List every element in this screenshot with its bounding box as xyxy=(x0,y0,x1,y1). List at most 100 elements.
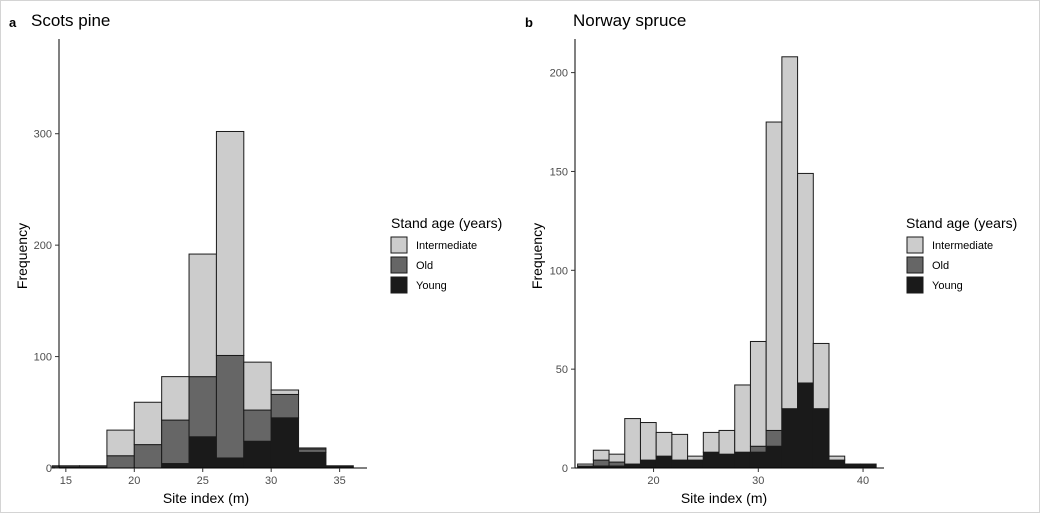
legend-title-b: Stand age (years) xyxy=(906,215,1017,231)
y-tick-label-a: 100 xyxy=(34,352,52,364)
x-axis-title-a: Site index (m) xyxy=(163,490,249,506)
bar-b-young-8 xyxy=(702,451,720,469)
bar-b-young-9 xyxy=(718,453,736,469)
bar-a-intermediate-6 xyxy=(215,130,245,356)
bar-a-young-6 xyxy=(215,457,245,469)
legend-swatch-a-young xyxy=(390,276,408,294)
legend-swatch-b-intermediate xyxy=(906,236,924,254)
bar-b-young-5 xyxy=(655,455,673,469)
bar-b-intermediate-12 xyxy=(765,121,783,431)
bar-a-old-2 xyxy=(106,455,135,469)
y-axis-title-b: Frequency xyxy=(529,223,545,289)
y-axis-title-a: Frequency xyxy=(14,223,30,289)
y-tick-label-b: 50 xyxy=(556,364,568,376)
bar-b-intermediate-15 xyxy=(812,342,830,410)
bar-b-young-3 xyxy=(624,463,641,469)
bar-b-intermediate-14 xyxy=(797,172,814,384)
bar-a-intermediate-5 xyxy=(188,253,217,378)
x-tick-label-b: 40 xyxy=(857,475,869,487)
bar-b-intermediate-10 xyxy=(734,384,751,453)
panel-label-b: b xyxy=(525,15,533,30)
legend-swatch-b-young xyxy=(906,276,924,294)
panel-label-a: a xyxy=(9,15,17,30)
x-tick-label-b: 30 xyxy=(752,475,764,487)
bar-a-old-5 xyxy=(188,376,217,438)
bar-b-intermediate-3 xyxy=(624,418,641,465)
chart-title-a: Scots pine xyxy=(31,11,110,30)
bar-a-young-9 xyxy=(298,451,327,469)
x-tick-label-a: 35 xyxy=(333,475,345,487)
bar-a-intermediate-9 xyxy=(298,447,327,450)
bar-a-intermediate-7 xyxy=(243,361,272,411)
bar-b-young-4 xyxy=(639,459,657,469)
bar-a-young-4 xyxy=(161,463,190,469)
bar-b-young-18 xyxy=(859,463,877,469)
y-tick-label-a: 0 xyxy=(46,463,52,475)
bar-b-intermediate-2 xyxy=(608,453,626,463)
bar-a-old-8 xyxy=(270,393,300,419)
bar-b-young-6 xyxy=(671,459,689,469)
bar-a-intermediate-4 xyxy=(161,376,190,421)
x-tick-label-a: 15 xyxy=(60,475,72,487)
bar-a-young-7 xyxy=(243,440,272,469)
chart-title-b: Norway spruce xyxy=(573,11,686,30)
bar-b-young-17 xyxy=(844,463,861,469)
bar-a-intermediate-1 xyxy=(79,465,108,468)
bar-b-old-11 xyxy=(749,445,767,453)
bar-b-young-13 xyxy=(781,408,799,469)
bar-a-old-9 xyxy=(298,448,327,453)
bar-a-intermediate-2 xyxy=(106,429,135,457)
bar-b-intermediate-11 xyxy=(749,340,767,447)
bar-b-young-12 xyxy=(765,445,783,469)
bar-a-intermediate-8 xyxy=(270,389,300,395)
x-tick-label-b: 20 xyxy=(647,475,659,487)
bar-b-intermediate-6 xyxy=(671,433,689,461)
x-tick-label-a: 25 xyxy=(197,475,209,487)
bar-a-old-6 xyxy=(215,354,245,459)
bar-b-old-1 xyxy=(592,459,610,467)
bar-a-old-3 xyxy=(133,444,163,469)
legend-swatch-a-old xyxy=(390,256,408,274)
bar-a-intermediate-0 xyxy=(51,465,81,468)
legend-label-b-old: Old xyxy=(932,260,949,272)
legend-label-b-young: Young xyxy=(932,280,963,292)
bar-a-young-5 xyxy=(188,436,217,469)
legend-label-a-intermediate: Intermediate xyxy=(416,240,477,252)
x-tick-label-a: 30 xyxy=(265,475,277,487)
bar-b-intermediate-4 xyxy=(639,422,657,461)
bar-b-intermediate-13 xyxy=(781,56,799,410)
legend-swatch-b-old xyxy=(906,256,924,274)
legend-label-a-old: Old xyxy=(416,260,433,272)
y-tick-label-b: 0 xyxy=(562,463,568,475)
bar-b-young-7 xyxy=(687,459,704,469)
x-tick-label-a: 20 xyxy=(128,475,140,487)
bar-b-old-12 xyxy=(765,429,783,447)
bar-b-young-10 xyxy=(734,451,751,469)
bar-b-old-2 xyxy=(608,461,626,467)
bar-b-young-16 xyxy=(828,459,846,469)
legend-label-b-intermediate: Intermediate xyxy=(932,240,993,252)
bar-b-young-14 xyxy=(797,382,814,469)
bar-b-young-15 xyxy=(812,408,830,469)
bar-b-intermediate-16 xyxy=(828,455,846,461)
bar-b-intermediate-0 xyxy=(577,463,594,467)
bar-a-old-7 xyxy=(243,409,272,442)
legend-label-a-young: Young xyxy=(416,280,447,292)
y-tick-label-b: 150 xyxy=(550,166,568,178)
bar-b-intermediate-7 xyxy=(687,455,704,461)
bar-b-intermediate-8 xyxy=(702,431,720,453)
y-tick-label-b: 100 xyxy=(550,265,568,277)
bar-a-old-4 xyxy=(161,419,190,465)
y-tick-label-b: 200 xyxy=(550,68,568,80)
bar-b-intermediate-9 xyxy=(718,429,736,455)
bar-b-intermediate-5 xyxy=(655,431,673,457)
legend-swatch-a-intermediate xyxy=(390,236,408,254)
plot-area-a: 15 20 25 30 35 0 100 200 300 Intermediate Old Young xyxy=(34,39,477,487)
y-tick-label-a: 200 xyxy=(34,240,52,252)
bar-a-young-8 xyxy=(270,417,300,469)
bar-b-young-11 xyxy=(749,451,767,469)
plot-area-b: 20 30 40 0 50 100 150 200 Intermediate Old Young xyxy=(550,39,993,487)
bar-b-intermediate-1 xyxy=(592,449,610,461)
bar-a-intermediate-3 xyxy=(133,401,163,446)
